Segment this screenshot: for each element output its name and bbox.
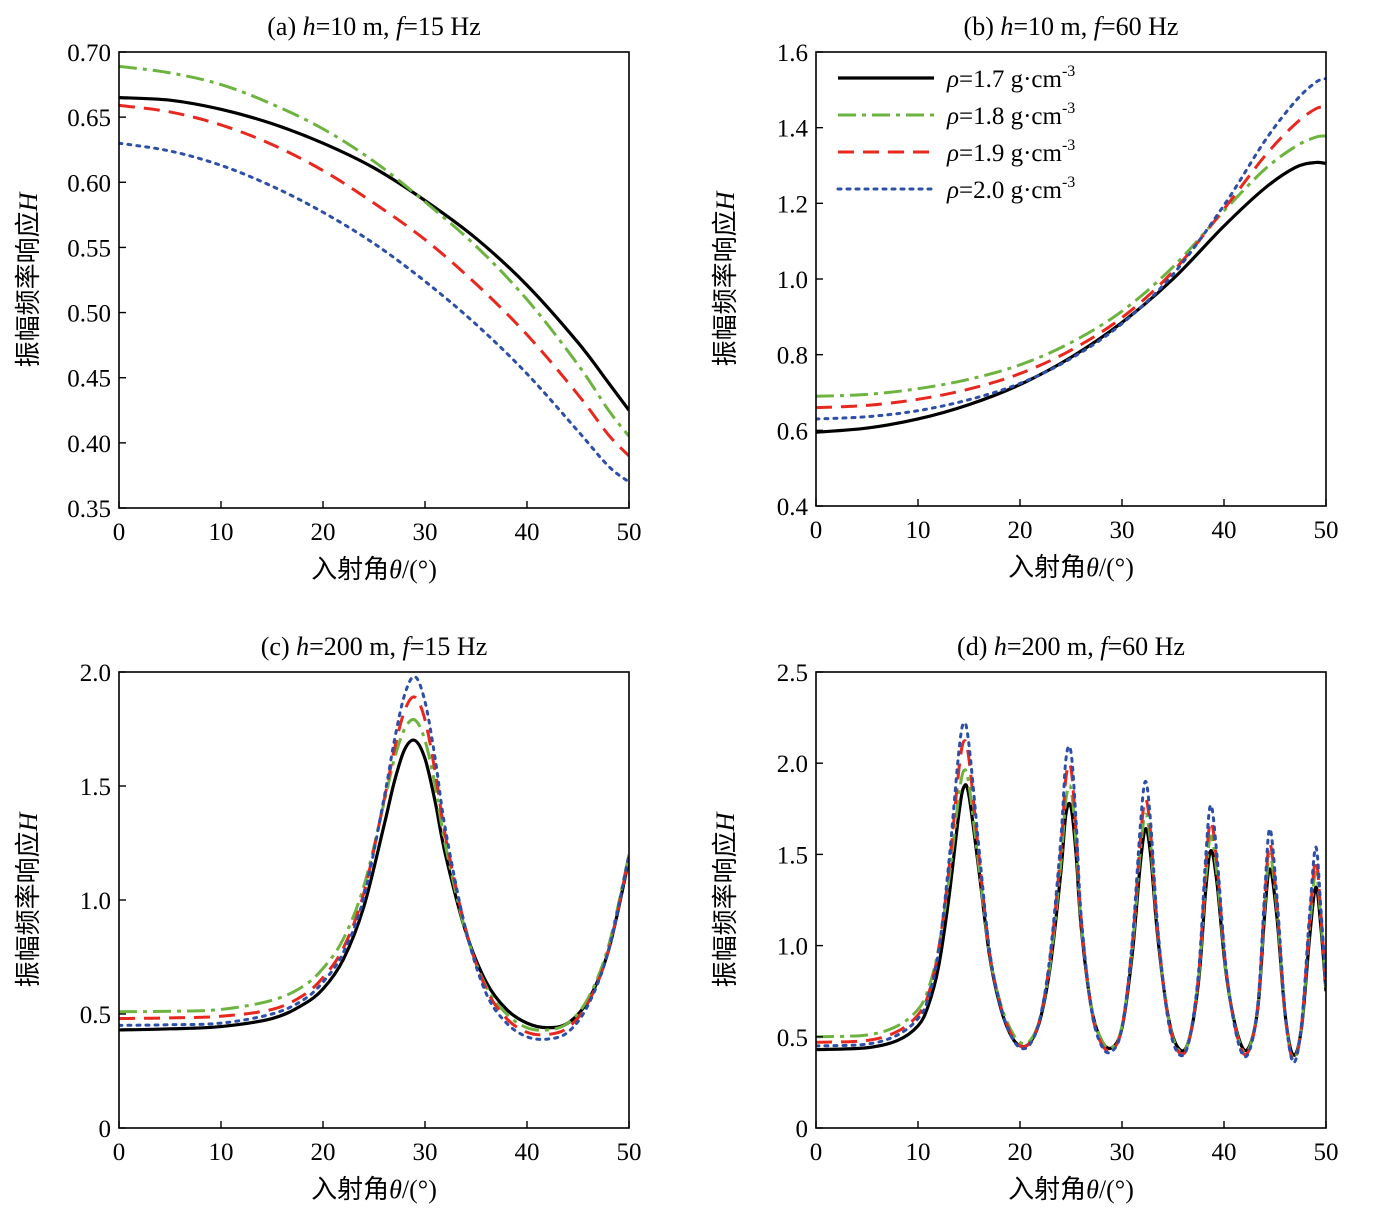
y-tick-label: 0.70: [67, 40, 111, 67]
y-tick-label: 0.60: [67, 170, 111, 197]
y-tick-label: 1.6: [777, 40, 808, 67]
y-tick-label: 0.65: [67, 105, 111, 132]
y-tick-label: 2.0: [80, 660, 111, 687]
plot-frame: [815, 671, 1327, 1129]
y-tick-label: 0.8: [777, 343, 808, 370]
series-group: [816, 721, 1326, 1064]
series-line-rho-1-7: [816, 783, 1326, 1057]
series-group: [119, 64, 629, 484]
x-axis-label: 入射角θ/(°): [311, 555, 437, 584]
x-tick-label: 40: [1212, 517, 1237, 544]
series-line-rho-1-9: [119, 695, 629, 1037]
plot-frame: [118, 671, 630, 1129]
y-tick-label: 2.0: [777, 751, 808, 778]
y-tick-label: 0.55: [67, 235, 111, 262]
legend-label: ρ=2.0 g·cm-3: [946, 174, 1075, 204]
x-tick-label: 10: [209, 1139, 234, 1166]
x-tick-label: 10: [906, 1139, 931, 1166]
panel-title: (a) h=10 m, f=15 Hz: [267, 12, 480, 41]
y-tick-label: 2.5: [777, 660, 808, 687]
x-tick-label: 20: [1008, 1139, 1033, 1166]
plot-frame: [118, 51, 630, 509]
y-tick-label: 1.0: [80, 888, 111, 915]
y-axis-label: 振幅频率响应H: [14, 811, 43, 987]
series-line-rho-1-9: [816, 105, 1326, 410]
x-tick-label: 30: [413, 1139, 438, 1166]
plot-frame: [815, 51, 1327, 507]
x-tick-label: 0: [810, 1139, 823, 1166]
panel-a: 0 10 20 30 40 50 0.35 0.40 0.45 0.50 0.55 0.60 0.65 0…: [14, 12, 642, 584]
x-tick-label: 0: [113, 519, 126, 546]
x-tick-label: 20: [311, 519, 336, 546]
y-tick-label: 1.0: [777, 934, 808, 961]
legend-label: ρ=1.7 g·cm-3: [946, 63, 1075, 93]
series-line-rho-1-7: [119, 738, 629, 1032]
panel-c: 0 10 20 30 40 50 0 0.5 1.0 1.5 2.0 (c) h=200 m, f=1…: [14, 632, 642, 1204]
y-tick-label: 0.50: [67, 301, 111, 328]
x-tick-label: 30: [413, 519, 438, 546]
y-tick-label: 0.6: [777, 418, 808, 445]
x-tick-label: 30: [1110, 1139, 1135, 1166]
legend-label: ρ=1.8 g·cm-3: [946, 100, 1075, 130]
panel-b: 0 10 20 30 40 50 0.4 0.6 0.8 1.0 1.2 1.4 1.6 (b) h=10…: [711, 12, 1339, 582]
x-tick-label: 50: [617, 519, 642, 546]
y-tick-label: 1.5: [80, 774, 111, 801]
y-tick-label: 1.0: [777, 267, 808, 294]
series-line-rho-2-0: [816, 721, 1326, 1064]
y-tick-label: 0: [796, 1116, 809, 1143]
x-tick-label: 50: [1314, 1139, 1339, 1166]
series-line-rho-1-8: [119, 717, 629, 1032]
panel-title: (c) h=200 m, f=15 Hz: [261, 632, 487, 661]
x-tick-label: 20: [1008, 517, 1033, 544]
y-tick-label: 0.45: [67, 366, 111, 393]
x-axis-label: 入射角θ/(°): [1008, 1175, 1134, 1204]
panel-title: (b) h=10 m, f=60 Hz: [964, 12, 1179, 41]
x-tick-label: 0: [113, 1139, 126, 1166]
x-tick-label: 10: [906, 517, 931, 544]
x-tick-label: 0: [810, 517, 823, 544]
y-tick-label: 0.40: [67, 431, 111, 458]
y-axis-label: 振幅频率响应H: [711, 190, 740, 366]
series-line-rho-1-8: [119, 64, 629, 438]
series-group: [816, 76, 1326, 434]
y-tick-label: 1.4: [777, 116, 809, 143]
x-tick-label: 30: [1110, 517, 1135, 544]
y-tick-label: 0: [99, 1116, 112, 1143]
x-tick-label: 40: [1212, 1139, 1237, 1166]
series-line-rho-2-0: [816, 76, 1326, 421]
panel-d: 0 10 20 30 40 50 0 0.5 1.0 1.5 2.0 2.5 (d) h=200 m, …: [711, 632, 1339, 1204]
x-tick-label: 50: [617, 1139, 642, 1166]
y-axis-label: 振幅频率响应H: [14, 191, 43, 367]
x-tick-label: 50: [1314, 517, 1339, 544]
x-tick-label: 20: [311, 1139, 336, 1166]
panel-title: (d) h=200 m, f=60 Hz: [957, 632, 1185, 661]
x-axis-label: 入射角θ/(°): [1008, 553, 1134, 582]
series-line-rho-2-0: [119, 675, 629, 1041]
series-line-rho-1-9: [119, 103, 629, 457]
x-tick-label: 10: [209, 519, 234, 546]
series-group: [119, 675, 629, 1041]
series-line-rho-1-8: [816, 768, 1326, 1061]
legend: ρ=1.7 g·cm-3 ρ=1.8 g·cm-3 ρ=1.9 g·cm-3 ρ=2.…: [836, 63, 1075, 204]
series-line-rho-2-0: [119, 141, 629, 484]
series-line-rho-1-7: [119, 96, 629, 412]
y-tick-label: 0.5: [80, 1002, 111, 1029]
y-tick-label: 0.4: [777, 494, 809, 521]
legend-label: ρ=1.9 g·cm-3: [946, 137, 1075, 167]
y-axis-label: 振幅频率响应H: [711, 811, 740, 987]
x-axis-label: 入射角θ/(°): [311, 1175, 437, 1204]
y-tick-label: 0.35: [67, 496, 111, 523]
y-tick-label: 1.2: [777, 191, 808, 218]
y-tick-label: 1.5: [777, 842, 808, 869]
x-tick-label: 40: [515, 519, 540, 546]
series-line-rho-1-8: [816, 134, 1326, 398]
y-tick-label: 0.5: [777, 1025, 808, 1052]
x-tick-label: 40: [515, 1139, 540, 1166]
